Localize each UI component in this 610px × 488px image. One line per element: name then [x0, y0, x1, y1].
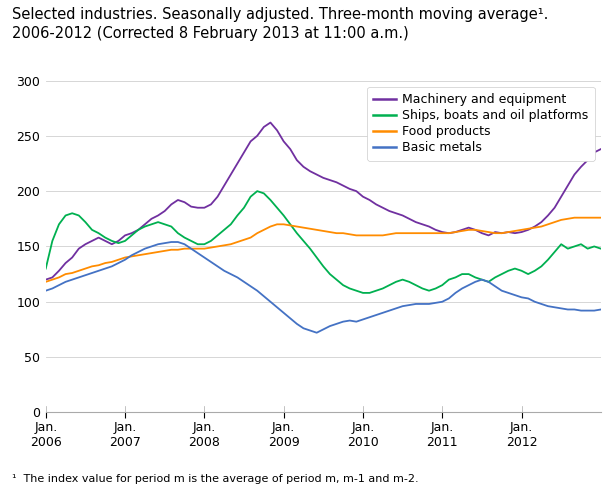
- Text: Selected industries. Seasonally adjusted. Three-month moving average¹.
2006-2012: Selected industries. Seasonally adjusted…: [12, 7, 548, 41]
- Text: ¹  The index value for period m is the average of period m, m-1 and m-2.: ¹ The index value for period m is the av…: [12, 474, 419, 484]
- Legend: Machinery and equipment, Ships, boats and oil platforms, Food products, Basic me: Machinery and equipment, Ships, boats an…: [367, 87, 595, 161]
